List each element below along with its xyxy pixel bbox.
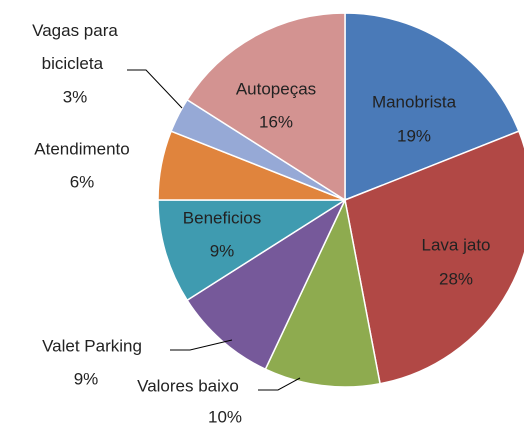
slice-value-label: 6%	[70, 172, 95, 191]
slice-label: Valores baixo	[137, 376, 239, 395]
pie-slice	[186, 197, 347, 371]
slice-value-label: 10%	[208, 407, 242, 426]
slice-label: Lava jato	[422, 235, 491, 254]
slice-value-label: 3%	[63, 87, 88, 106]
leader-line	[258, 377, 301, 391]
slice-label: Manobrista	[372, 92, 457, 111]
slice-value-label: 9%	[210, 241, 235, 260]
slice-value-label: 28%	[439, 269, 473, 288]
pie-slice	[186, 12, 346, 202]
slice-value-label: 9%	[74, 369, 99, 388]
slice-label: Beneficios	[183, 208, 261, 227]
pie-slice	[344, 12, 520, 202]
slice-label: Autopeças	[236, 79, 316, 98]
pie-slice	[264, 197, 381, 388]
slice-label: Atendimento	[34, 139, 129, 158]
slice-label: Valet Parking	[42, 336, 142, 355]
slice-value-label: 16%	[259, 112, 293, 131]
slice-label: Vagas para bicicleta	[32, 21, 118, 73]
leader-line	[127, 69, 183, 109]
slice-value-label: 19%	[397, 126, 431, 145]
pie-slice	[344, 130, 524, 385]
leader-line	[170, 339, 233, 351]
pie-slice	[157, 199, 348, 302]
